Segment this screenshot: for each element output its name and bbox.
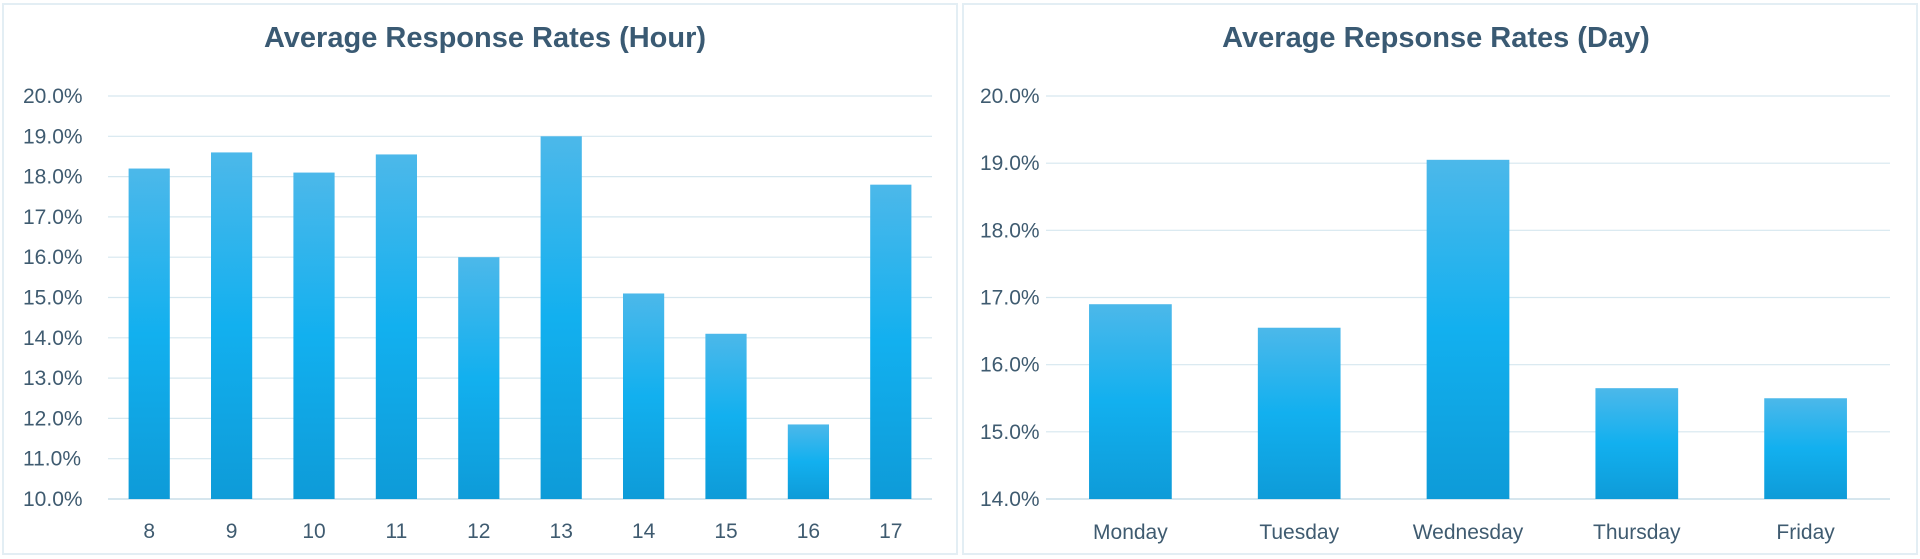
bar-15	[705, 333, 747, 499]
x-tick-label: 9	[226, 520, 238, 543]
y-tick-label: 19.0%	[980, 152, 1040, 175]
x-tick-label: 14	[632, 520, 656, 543]
y-tick-label: 16.0%	[980, 354, 1040, 377]
x-tick-label: 15	[714, 520, 737, 543]
y-tick-label: 14.0%	[23, 327, 83, 350]
y-tick-label: 19.0%	[23, 125, 83, 148]
bar-chart-hour: Average Response Rates (Hour) 10.0% 11.0% 1…	[23, 22, 932, 543]
chart-panel-hour: Average Response Rates (Hour) 10.0% 11.0% 1…	[2, 3, 958, 555]
y-tick-label: 11.0%	[23, 448, 81, 471]
bar-17	[870, 184, 912, 499]
bar-thursday	[1595, 388, 1679, 499]
bar-8	[128, 168, 170, 500]
y-tick-label: 15.0%	[980, 421, 1040, 444]
bar-13	[540, 136, 582, 500]
bar-wednesday	[1426, 159, 1510, 499]
x-tick-label: Wednesday	[1413, 521, 1524, 544]
y-tick-label: 10.0%	[23, 488, 83, 511]
x-tick-label: 11	[385, 520, 407, 543]
y-tick-label: 16.0%	[23, 246, 83, 269]
x-tick-label: Monday	[1093, 521, 1168, 544]
x-tick-label: 16	[797, 520, 820, 543]
bar-9	[211, 152, 253, 500]
bar-friday	[1764, 398, 1847, 499]
x-tick-label: 10	[302, 520, 325, 543]
y-tick-label: 12.0%	[23, 407, 83, 430]
bar-10	[293, 172, 335, 499]
x-tick-label: 13	[550, 520, 573, 543]
y-tick-label: 20.0%	[23, 85, 83, 108]
y-tick-label: 15.0%	[23, 287, 83, 310]
bar-14	[623, 293, 665, 499]
y-tick-label: 13.0%	[23, 367, 83, 390]
y-tick-label: 18.0%	[980, 219, 1040, 242]
x-tick-label: 17	[879, 520, 902, 543]
chart-title: Average Response Rates (Hour)	[264, 22, 706, 54]
x-tick-label: Friday	[1776, 521, 1835, 544]
y-tick-label: 20.0%	[980, 85, 1040, 108]
bar-chart-day: Average Repsonse Rates (Day) 14.0% 15.0% 16…	[980, 22, 1890, 544]
x-tick-label: 8	[143, 520, 155, 543]
y-tick-label: 18.0%	[23, 166, 83, 189]
bar-12	[458, 257, 500, 499]
chart-title: Average Repsonse Rates (Day)	[1222, 22, 1650, 54]
bar-11	[375, 154, 417, 499]
bar-monday	[1089, 304, 1172, 499]
x-tick-label: 12	[467, 520, 490, 543]
y-tick-label: 17.0%	[23, 206, 83, 229]
x-tick-label: Tuesday	[1259, 521, 1339, 544]
bar-16	[787, 424, 829, 499]
chart-panel-day: Average Repsonse Rates (Day) 14.0% 15.0% 16…	[962, 3, 1918, 555]
x-tick-label: Thursday	[1593, 521, 1681, 544]
y-tick-label: 17.0%	[980, 287, 1040, 310]
bar-tuesday	[1257, 327, 1341, 499]
y-tick-label: 14.0%	[980, 488, 1040, 511]
